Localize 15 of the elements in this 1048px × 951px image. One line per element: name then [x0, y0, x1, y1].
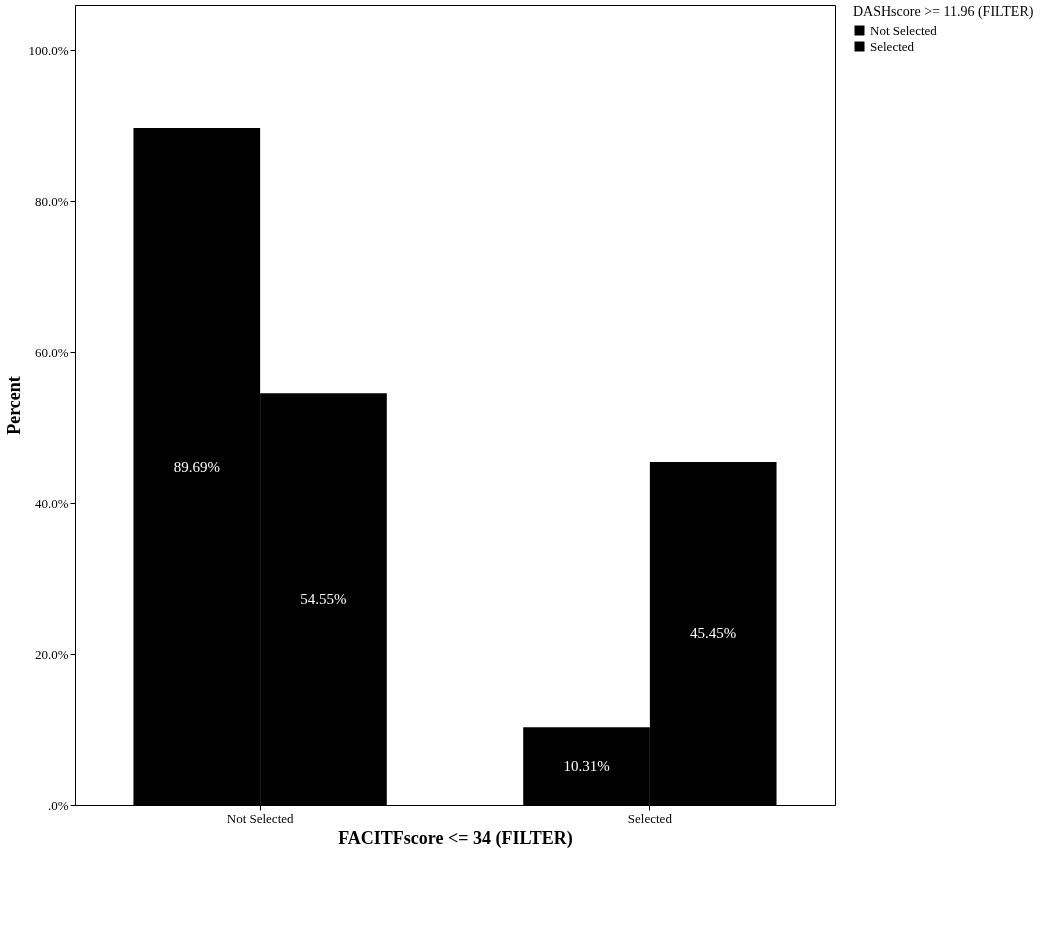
data-label: 54.55% — [300, 591, 347, 608]
data-label: 10.31% — [563, 758, 610, 775]
data-label: 89.69% — [173, 458, 220, 475]
legend-label: Selected — [870, 38, 915, 54]
x-axis-title: FACITFscore <= 34 (FILTER) — [338, 827, 573, 849]
legend-title: DASHscore >= 11.96 (FILTER) — [853, 4, 1034, 20]
y-tick-label: 40.0% — [34, 495, 69, 511]
legend-label: Not Selected — [870, 22, 938, 38]
y-tick-label: 20.0% — [34, 646, 69, 662]
data-label: 45.45% — [690, 625, 737, 642]
y-tick-label: 100.0% — [28, 42, 69, 58]
y-tick-label: 80.0% — [34, 193, 69, 209]
y-axis-title: Percent — [4, 376, 25, 435]
y-tick-label: 60.0% — [34, 344, 69, 360]
y-tick-label: .0% — [47, 797, 69, 813]
